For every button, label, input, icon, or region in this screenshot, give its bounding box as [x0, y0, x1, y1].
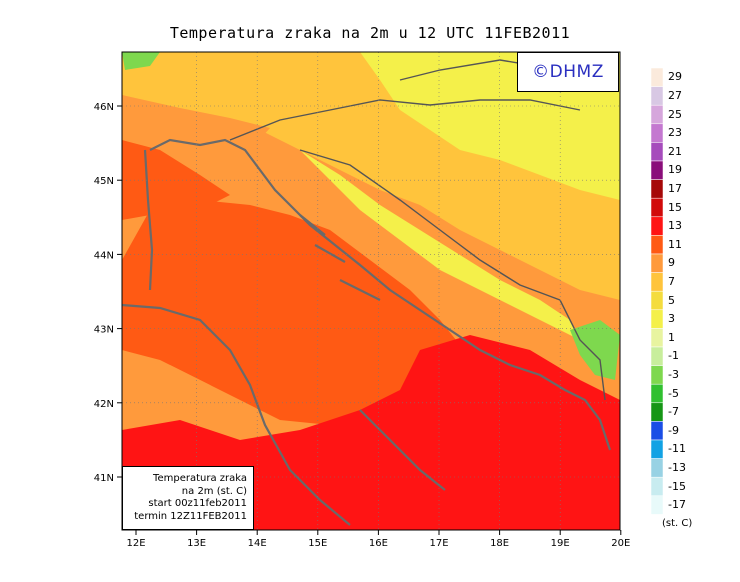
colorbar-swatch [650, 476, 664, 497]
colorbar-label: -11 [668, 442, 686, 456]
colorbar-swatch [650, 495, 664, 515]
y-tick-label: 43N [94, 325, 114, 336]
gargano-mild-region [122, 360, 240, 425]
colorbar-label: 17 [668, 181, 682, 195]
colorbar-label: -3 [668, 367, 679, 381]
colorbar-label: 11 [668, 237, 682, 251]
info-box: Temperatura zraka na 2m (st. C) start 00… [122, 466, 254, 530]
colorbar-label: 3 [668, 312, 675, 326]
colorbar-label: 27 [668, 88, 682, 102]
info-line-1: Temperatura zraka [153, 473, 247, 484]
colorbar-swatch [650, 104, 664, 125]
mountain-cold-strip [300, 150, 580, 340]
x-tick-label: 12E [126, 538, 145, 549]
y-tick-label: 42N [94, 399, 114, 410]
colorbar-swatch [650, 235, 664, 255]
colorbar-label: -5 [668, 386, 679, 400]
colorbar-label: -13 [668, 460, 686, 474]
colorbar-label: -1 [668, 349, 679, 363]
colorbar-label: 21 [668, 144, 682, 158]
y-tick-label: 44N [94, 250, 114, 261]
y-tick-label: 41N [94, 473, 114, 484]
colorbar-label: 1 [668, 330, 675, 344]
x-tick-label: 14E [248, 538, 267, 549]
x-tick-label: 13E [187, 538, 206, 549]
colorbar-swatch [650, 179, 664, 199]
colorbar-label: -7 [668, 405, 679, 419]
colorbar-label: 25 [668, 107, 682, 121]
colorbar-swatch [650, 346, 664, 366]
frost-patch-north [122, 52, 160, 70]
colorbar-label: 29 [668, 70, 682, 84]
x-tick-label: 18E [490, 538, 509, 549]
y-tick-label: 46N [94, 102, 114, 113]
colorbar-label: 23 [668, 126, 682, 140]
lat-lon-grid [122, 52, 620, 530]
map-title: Temperatura zraka na 2m u 12 UTC 11FEB20… [169, 24, 571, 42]
colorbar-label: 9 [668, 256, 675, 270]
colorbar-unit: (st. C) [662, 518, 693, 529]
colorbar-swatch [650, 253, 664, 273]
colorbar-swatch [650, 365, 664, 385]
x-tick-label: 19E [551, 538, 570, 549]
colorbar-swatch [650, 123, 664, 143]
colorbar-label: 19 [668, 163, 682, 177]
colorbar-swatch [650, 383, 664, 404]
x-tick-label: 15E [308, 538, 327, 549]
colorbar-label: -15 [668, 479, 686, 493]
map-frame [121, 51, 621, 531]
colorbar-swatch [650, 458, 664, 478]
colorbar-swatch [650, 402, 664, 422]
colorbar-swatch [650, 328, 664, 348]
colorbar-swatch [650, 421, 664, 441]
colorbar [650, 67, 664, 515]
colorbar-swatch [650, 160, 664, 180]
info-line-4: termin 12Z11FEB2011 [134, 510, 247, 522]
colorbar-label: -17 [668, 498, 686, 512]
x-tick-label: 17E [429, 538, 448, 549]
colorbar-swatch [650, 67, 664, 87]
colorbar-swatch [650, 439, 664, 459]
colorbar-label: 5 [668, 293, 675, 307]
colorbar-swatch [650, 197, 664, 218]
coastline [121, 138, 612, 526]
colorbar-label: 15 [668, 200, 682, 214]
y-tick-label: 45N [94, 176, 114, 187]
colorbar-swatch [650, 309, 664, 329]
info-line-3: start 00z11feb2011 [148, 498, 247, 509]
x-tick-label: 16E [369, 538, 388, 549]
colorbar-swatch [650, 142, 664, 162]
dhmz-logo: ©DHMZ [517, 52, 619, 92]
colorbar-label: 7 [668, 274, 675, 288]
adriatic-warm-region [122, 200, 460, 425]
north-mild-region [122, 95, 270, 150]
colorbar-swatch [650, 86, 664, 106]
x-tick-label: 20E [611, 538, 630, 549]
info-line-2: na 2m (st. C) [181, 485, 247, 497]
colorbar-swatch [650, 272, 664, 292]
colorbar-swatch [650, 290, 664, 311]
colorbar-label: -9 [668, 423, 679, 437]
colorbar-swatch [650, 216, 664, 236]
axis-ticks: 12E 13E 14E 15E 16E 17E 18E 19E 20E 46N 45N 44N 43N 4… [94, 102, 631, 549]
frost-patch [570, 320, 620, 380]
colorbar-label: 13 [668, 219, 682, 233]
